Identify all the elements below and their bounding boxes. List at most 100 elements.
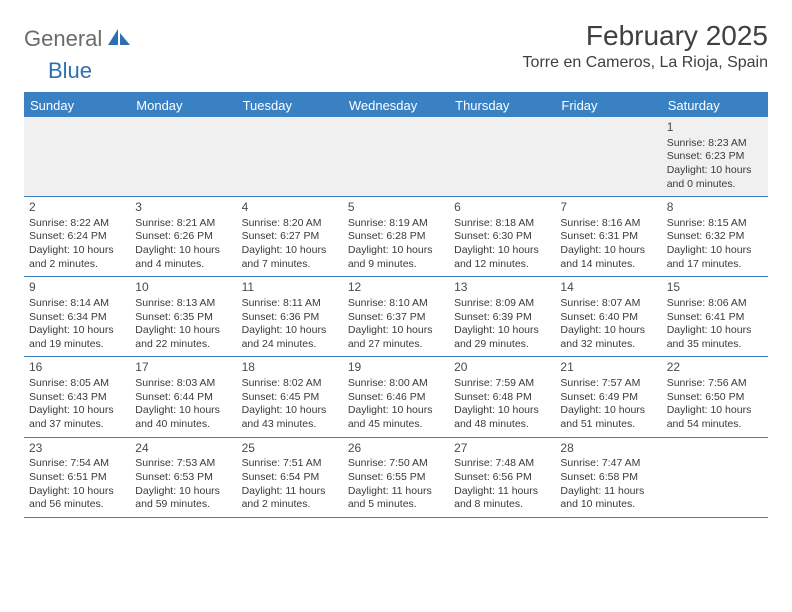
sunset-text: Sunset: 6:44 PM (135, 391, 231, 405)
sunset-text: Sunset: 6:49 PM (560, 391, 656, 405)
sunset-text: Sunset: 6:27 PM (242, 230, 338, 244)
sunrise-text: Sunrise: 7:50 AM (348, 457, 444, 471)
week-row: 1Sunrise: 8:23 AMSunset: 6:23 PMDaylight… (24, 117, 768, 197)
sunset-text: Sunset: 6:45 PM (242, 391, 338, 405)
sunset-text: Sunset: 6:50 PM (667, 391, 763, 405)
sunrise-text: Sunrise: 8:19 AM (348, 217, 444, 231)
sunrise-text: Sunrise: 7:56 AM (667, 377, 763, 391)
day-cell (343, 117, 449, 196)
day-cell: 3Sunrise: 8:21 AMSunset: 6:26 PMDaylight… (130, 197, 236, 276)
sunrise-text: Sunrise: 7:57 AM (560, 377, 656, 391)
day-header-tue: Tuesday (237, 94, 343, 117)
sunrise-text: Sunrise: 7:53 AM (135, 457, 231, 471)
day-cell: 2Sunrise: 8:22 AMSunset: 6:24 PMDaylight… (24, 197, 130, 276)
day-header-fri: Friday (555, 94, 661, 117)
day-number: 25 (242, 441, 338, 457)
sunrise-text: Sunrise: 7:47 AM (560, 457, 656, 471)
daylight-text: Daylight: 10 hours and 37 minutes. (29, 404, 125, 431)
sunrise-text: Sunrise: 7:48 AM (454, 457, 550, 471)
daylight-text: Daylight: 11 hours and 10 minutes. (560, 485, 656, 512)
sunrise-text: Sunrise: 8:21 AM (135, 217, 231, 231)
sunrise-text: Sunrise: 8:07 AM (560, 297, 656, 311)
day-cell: 17Sunrise: 8:03 AMSunset: 6:44 PMDayligh… (130, 357, 236, 436)
sunset-text: Sunset: 6:24 PM (29, 230, 125, 244)
sunset-text: Sunset: 6:23 PM (667, 150, 763, 164)
day-number: 19 (348, 360, 444, 376)
daylight-text: Daylight: 10 hours and 48 minutes. (454, 404, 550, 431)
sunrise-text: Sunrise: 8:13 AM (135, 297, 231, 311)
day-header-sat: Saturday (662, 94, 768, 117)
day-number: 15 (667, 280, 763, 296)
sunset-text: Sunset: 6:43 PM (29, 391, 125, 405)
day-cell: 8Sunrise: 8:15 AMSunset: 6:32 PMDaylight… (662, 197, 768, 276)
week-row: 16Sunrise: 8:05 AMSunset: 6:43 PMDayligh… (24, 357, 768, 437)
sunrise-text: Sunrise: 8:00 AM (348, 377, 444, 391)
week-row: 23Sunrise: 7:54 AMSunset: 6:51 PMDayligh… (24, 438, 768, 518)
sunset-text: Sunset: 6:56 PM (454, 471, 550, 485)
daylight-text: Daylight: 10 hours and 56 minutes. (29, 485, 125, 512)
sunrise-text: Sunrise: 7:54 AM (29, 457, 125, 471)
sunset-text: Sunset: 6:41 PM (667, 311, 763, 325)
logo-text-general: General (24, 26, 102, 52)
week-row: 9Sunrise: 8:14 AMSunset: 6:34 PMDaylight… (24, 277, 768, 357)
day-cell: 27Sunrise: 7:48 AMSunset: 6:56 PMDayligh… (449, 438, 555, 517)
day-cell: 13Sunrise: 8:09 AMSunset: 6:39 PMDayligh… (449, 277, 555, 356)
daylight-text: Daylight: 10 hours and 4 minutes. (135, 244, 231, 271)
day-cell: 15Sunrise: 8:06 AMSunset: 6:41 PMDayligh… (662, 277, 768, 356)
day-number: 7 (560, 200, 656, 216)
sunset-text: Sunset: 6:37 PM (348, 311, 444, 325)
sunset-text: Sunset: 6:32 PM (667, 230, 763, 244)
daylight-text: Daylight: 10 hours and 0 minutes. (667, 164, 763, 191)
sunset-text: Sunset: 6:40 PM (560, 311, 656, 325)
day-number: 16 (29, 360, 125, 376)
day-cell (237, 117, 343, 196)
day-cell (24, 117, 130, 196)
day-number: 27 (454, 441, 550, 457)
day-number: 13 (454, 280, 550, 296)
logo: General (24, 26, 132, 52)
day-number: 28 (560, 441, 656, 457)
day-number: 23 (29, 441, 125, 457)
sunset-text: Sunset: 6:46 PM (348, 391, 444, 405)
sunset-text: Sunset: 6:54 PM (242, 471, 338, 485)
day-cell: 6Sunrise: 8:18 AMSunset: 6:30 PMDaylight… (449, 197, 555, 276)
sunrise-text: Sunrise: 8:18 AM (454, 217, 550, 231)
calendar-page: General February 2025 Torre en Cameros, … (0, 0, 792, 538)
sunrise-text: Sunrise: 7:59 AM (454, 377, 550, 391)
day-cell: 14Sunrise: 8:07 AMSunset: 6:40 PMDayligh… (555, 277, 661, 356)
day-number: 10 (135, 280, 231, 296)
daylight-text: Daylight: 10 hours and 22 minutes. (135, 324, 231, 351)
daylight-text: Daylight: 10 hours and 27 minutes. (348, 324, 444, 351)
day-number: 9 (29, 280, 125, 296)
day-header-thu: Thursday (449, 94, 555, 117)
sunrise-text: Sunrise: 8:09 AM (454, 297, 550, 311)
day-cell: 12Sunrise: 8:10 AMSunset: 6:37 PMDayligh… (343, 277, 449, 356)
day-cell (449, 117, 555, 196)
day-cell: 11Sunrise: 8:11 AMSunset: 6:36 PMDayligh… (237, 277, 343, 356)
sunset-text: Sunset: 6:30 PM (454, 230, 550, 244)
day-cell: 23Sunrise: 7:54 AMSunset: 6:51 PMDayligh… (24, 438, 130, 517)
day-cell: 22Sunrise: 7:56 AMSunset: 6:50 PMDayligh… (662, 357, 768, 436)
logo-text-blue: Blue (48, 58, 92, 84)
day-number: 26 (348, 441, 444, 457)
sunset-text: Sunset: 6:55 PM (348, 471, 444, 485)
week-row: 2Sunrise: 8:22 AMSunset: 6:24 PMDaylight… (24, 197, 768, 277)
day-number: 4 (242, 200, 338, 216)
day-cell: 10Sunrise: 8:13 AMSunset: 6:35 PMDayligh… (130, 277, 236, 356)
daylight-text: Daylight: 10 hours and 14 minutes. (560, 244, 656, 271)
daylight-text: Daylight: 10 hours and 2 minutes. (29, 244, 125, 271)
day-number: 22 (667, 360, 763, 376)
daylight-text: Daylight: 10 hours and 54 minutes. (667, 404, 763, 431)
sunset-text: Sunset: 6:26 PM (135, 230, 231, 244)
sunset-text: Sunset: 6:34 PM (29, 311, 125, 325)
sunrise-text: Sunrise: 8:05 AM (29, 377, 125, 391)
title-block: February 2025 Torre en Cameros, La Rioja… (523, 20, 768, 72)
day-number: 5 (348, 200, 444, 216)
day-header-wed: Wednesday (343, 94, 449, 117)
day-number: 2 (29, 200, 125, 216)
day-cell: 28Sunrise: 7:47 AMSunset: 6:58 PMDayligh… (555, 438, 661, 517)
day-number: 1 (667, 120, 763, 136)
day-cell (555, 117, 661, 196)
sunrise-text: Sunrise: 8:23 AM (667, 137, 763, 151)
day-header-sun: Sunday (24, 94, 130, 117)
